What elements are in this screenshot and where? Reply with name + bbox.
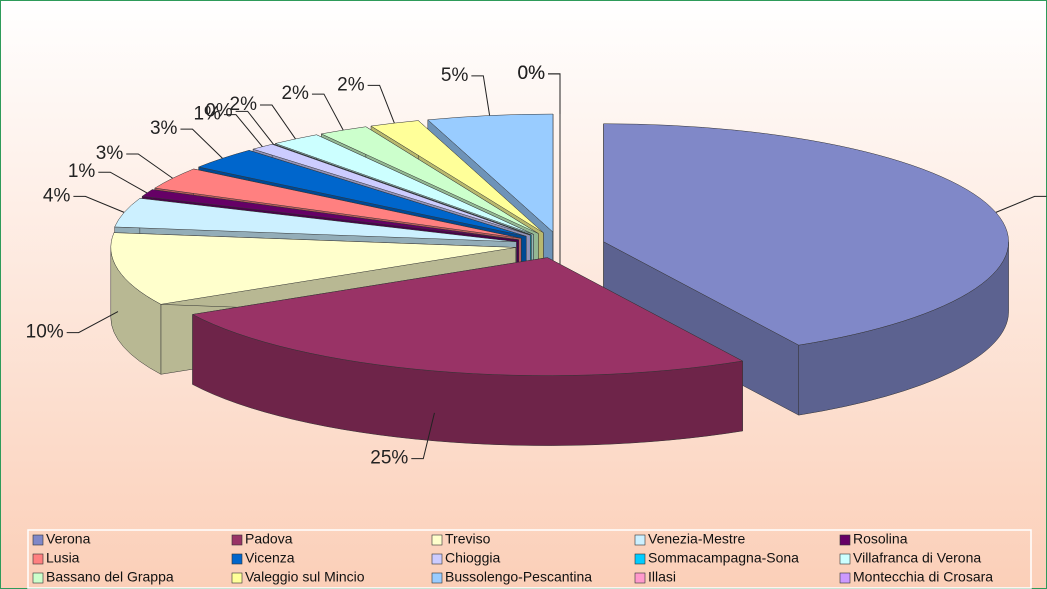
leader-line — [98, 171, 148, 194]
slice — [191, 257, 744, 446]
slice-top — [191, 257, 744, 376]
legend-label: Rosolina — [853, 531, 908, 547]
legend-label: Montecchia di Crosara — [853, 569, 993, 585]
leader-line — [73, 195, 125, 213]
legend-label: Chioggia — [445, 550, 500, 566]
data-label: 10% — [26, 322, 64, 343]
slice-top — [114, 198, 517, 242]
legend: Verona Padova Treviso Venezia-Mestre Rosolin… — [32, 531, 993, 585]
leader-line — [411, 412, 435, 460]
leader-line — [548, 73, 561, 114]
slice-top — [110, 232, 516, 305]
legend-label: Verona — [46, 531, 91, 547]
slice-wall — [798, 241, 1009, 416]
leader-line — [471, 75, 491, 116]
data-label: 5% — [441, 65, 469, 86]
legend-swatch — [231, 534, 243, 546]
legend-swatch — [32, 534, 44, 546]
data-label: 2% — [281, 83, 309, 104]
slice-top — [370, 120, 544, 234]
leader-line — [995, 195, 1047, 213]
leader-line — [126, 153, 173, 179]
slice-wall — [192, 314, 743, 446]
legend-label: Sommacampagna-Sona — [648, 550, 799, 566]
data-label: 2% — [337, 74, 365, 95]
slice — [603, 123, 1009, 416]
data-label: 3% — [150, 118, 178, 139]
legend-label: Vicenza — [245, 550, 295, 566]
data-label: 25% — [370, 448, 408, 469]
slice-top — [154, 168, 522, 239]
leader-line — [235, 110, 274, 145]
legend-box — [27, 529, 1032, 589]
slice-top — [141, 189, 519, 241]
legend-swatch — [431, 534, 443, 546]
leader-line — [180, 128, 223, 159]
legend-label: Illasi — [648, 569, 676, 585]
legend-label: Lusia — [46, 550, 80, 566]
legend-label: Villafranca di Verona — [853, 550, 981, 566]
legend-swatch — [839, 572, 851, 584]
legend-label: Venezia-Mestre — [648, 531, 745, 547]
leader-line — [259, 104, 296, 140]
slice-side — [603, 241, 799, 416]
legend-swatch — [634, 572, 646, 584]
legend-label: Padova — [245, 531, 293, 547]
legend-swatch — [839, 534, 851, 546]
leader-line — [223, 114, 263, 147]
data-label: 0% — [518, 63, 546, 84]
slice-top — [427, 113, 554, 233]
leader-line — [367, 84, 395, 124]
legend-swatch — [32, 572, 44, 584]
data-label: 2% — [230, 94, 258, 115]
slice-wall — [110, 247, 161, 375]
data-label: 0% — [205, 100, 233, 121]
legend-swatch — [431, 553, 443, 565]
legend-swatch — [839, 553, 851, 565]
legend-swatch — [634, 534, 646, 546]
data-label: 3% — [96, 143, 124, 164]
slice-top — [197, 150, 527, 237]
legend-swatch — [32, 553, 44, 565]
legend-label: Treviso — [445, 531, 491, 547]
data-label: 1% — [193, 104, 221, 125]
legend-swatch — [634, 553, 646, 565]
data-label: 1% — [68, 161, 96, 182]
leader-line — [311, 93, 344, 131]
legend-label: Bassano del Grappa — [46, 569, 174, 585]
legend-swatch — [231, 572, 243, 584]
data-label: 0% — [518, 63, 546, 84]
labels: 42%25%10%4%1%3%3%1%0%2%2%2%5%0%0% — [26, 63, 1047, 469]
leader-line — [66, 311, 119, 334]
data-label: 4% — [43, 185, 71, 206]
pie — [110, 113, 1009, 446]
legend-swatch — [431, 572, 443, 584]
legend-label: Valeggio sul Mincio — [245, 569, 365, 585]
legend-swatch — [231, 553, 243, 565]
legend-label: Bussolengo-Pescantina — [445, 569, 592, 585]
